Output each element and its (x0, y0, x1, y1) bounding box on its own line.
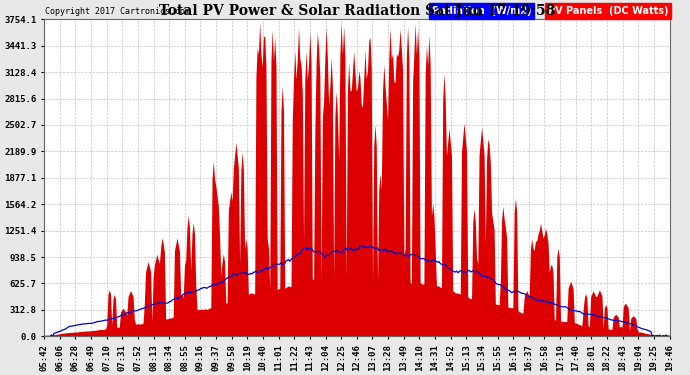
Title: Total PV Power & Solar Radiation Sat Jun 17 19:58: Total PV Power & Solar Radiation Sat Jun… (159, 4, 555, 18)
Text: Copyright 2017 Cartronics.com: Copyright 2017 Cartronics.com (45, 7, 190, 16)
Text: Radiation  (W/m2): Radiation (W/m2) (432, 6, 531, 16)
Text: PV Panels  (DC Watts): PV Panels (DC Watts) (548, 6, 668, 16)
